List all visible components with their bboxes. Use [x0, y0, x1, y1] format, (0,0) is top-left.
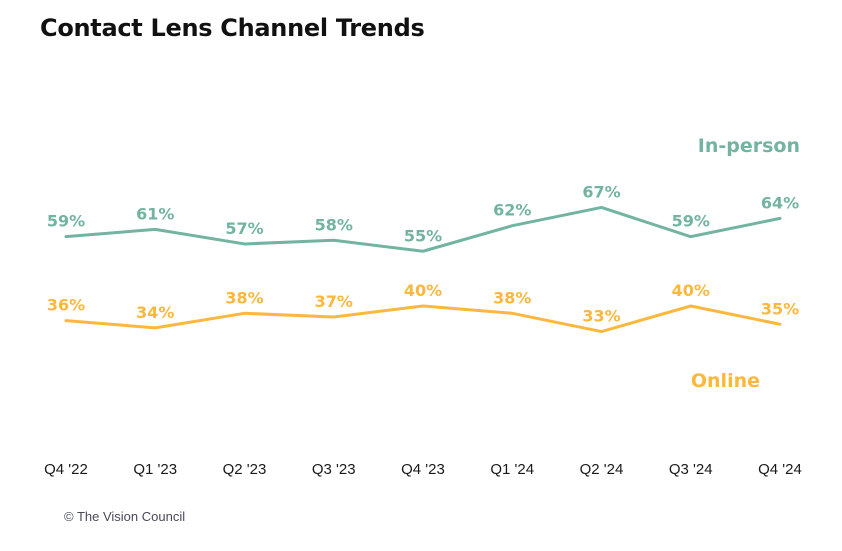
chart-title: Contact Lens Channel Trends — [40, 14, 425, 42]
data-label-online: 40% — [404, 281, 442, 300]
data-label-in-person: 62% — [493, 201, 531, 220]
x-tick-label: Q2 '24 — [580, 461, 624, 478]
x-tick-label: Q4 '23 — [401, 461, 445, 478]
x-tick-label: Q4 '24 — [758, 461, 802, 478]
x-tick-label: Q2 '23 — [223, 461, 267, 478]
x-tick-label: Q1 '24 — [490, 461, 534, 478]
data-label-in-person: 58% — [315, 215, 353, 234]
x-tick-label: Q3 '24 — [669, 461, 713, 478]
x-tick-label: Q3 '23 — [312, 461, 356, 478]
data-label-online: 40% — [672, 281, 710, 300]
x-tick-label: Q1 '23 — [133, 461, 177, 478]
copyright-credit: © The Vision Council — [64, 509, 186, 524]
x-tick-label: Q4 '22 — [44, 461, 88, 478]
data-label-online: 36% — [47, 296, 85, 315]
data-label-online: 38% — [493, 288, 531, 307]
data-label-in-person: 61% — [136, 204, 174, 223]
data-label-in-person: 64% — [761, 193, 799, 212]
data-label-in-person: 57% — [225, 219, 263, 238]
data-label-online: 38% — [225, 288, 263, 307]
series-line-in-person — [64, 205, 782, 253]
series-label-online: Online — [691, 370, 760, 392]
data-label-online: 37% — [315, 292, 353, 311]
data-label-online: 35% — [761, 299, 799, 318]
series-label-in-person: In-person — [698, 135, 800, 157]
series-line-online — [64, 304, 782, 334]
data-label-in-person: 59% — [47, 212, 85, 231]
data-label-in-person: 67% — [582, 182, 620, 201]
data-label-online: 33% — [582, 307, 620, 326]
data-label-in-person: 55% — [404, 226, 442, 245]
data-label-in-person: 59% — [672, 212, 710, 231]
data-label-online: 34% — [136, 303, 174, 322]
